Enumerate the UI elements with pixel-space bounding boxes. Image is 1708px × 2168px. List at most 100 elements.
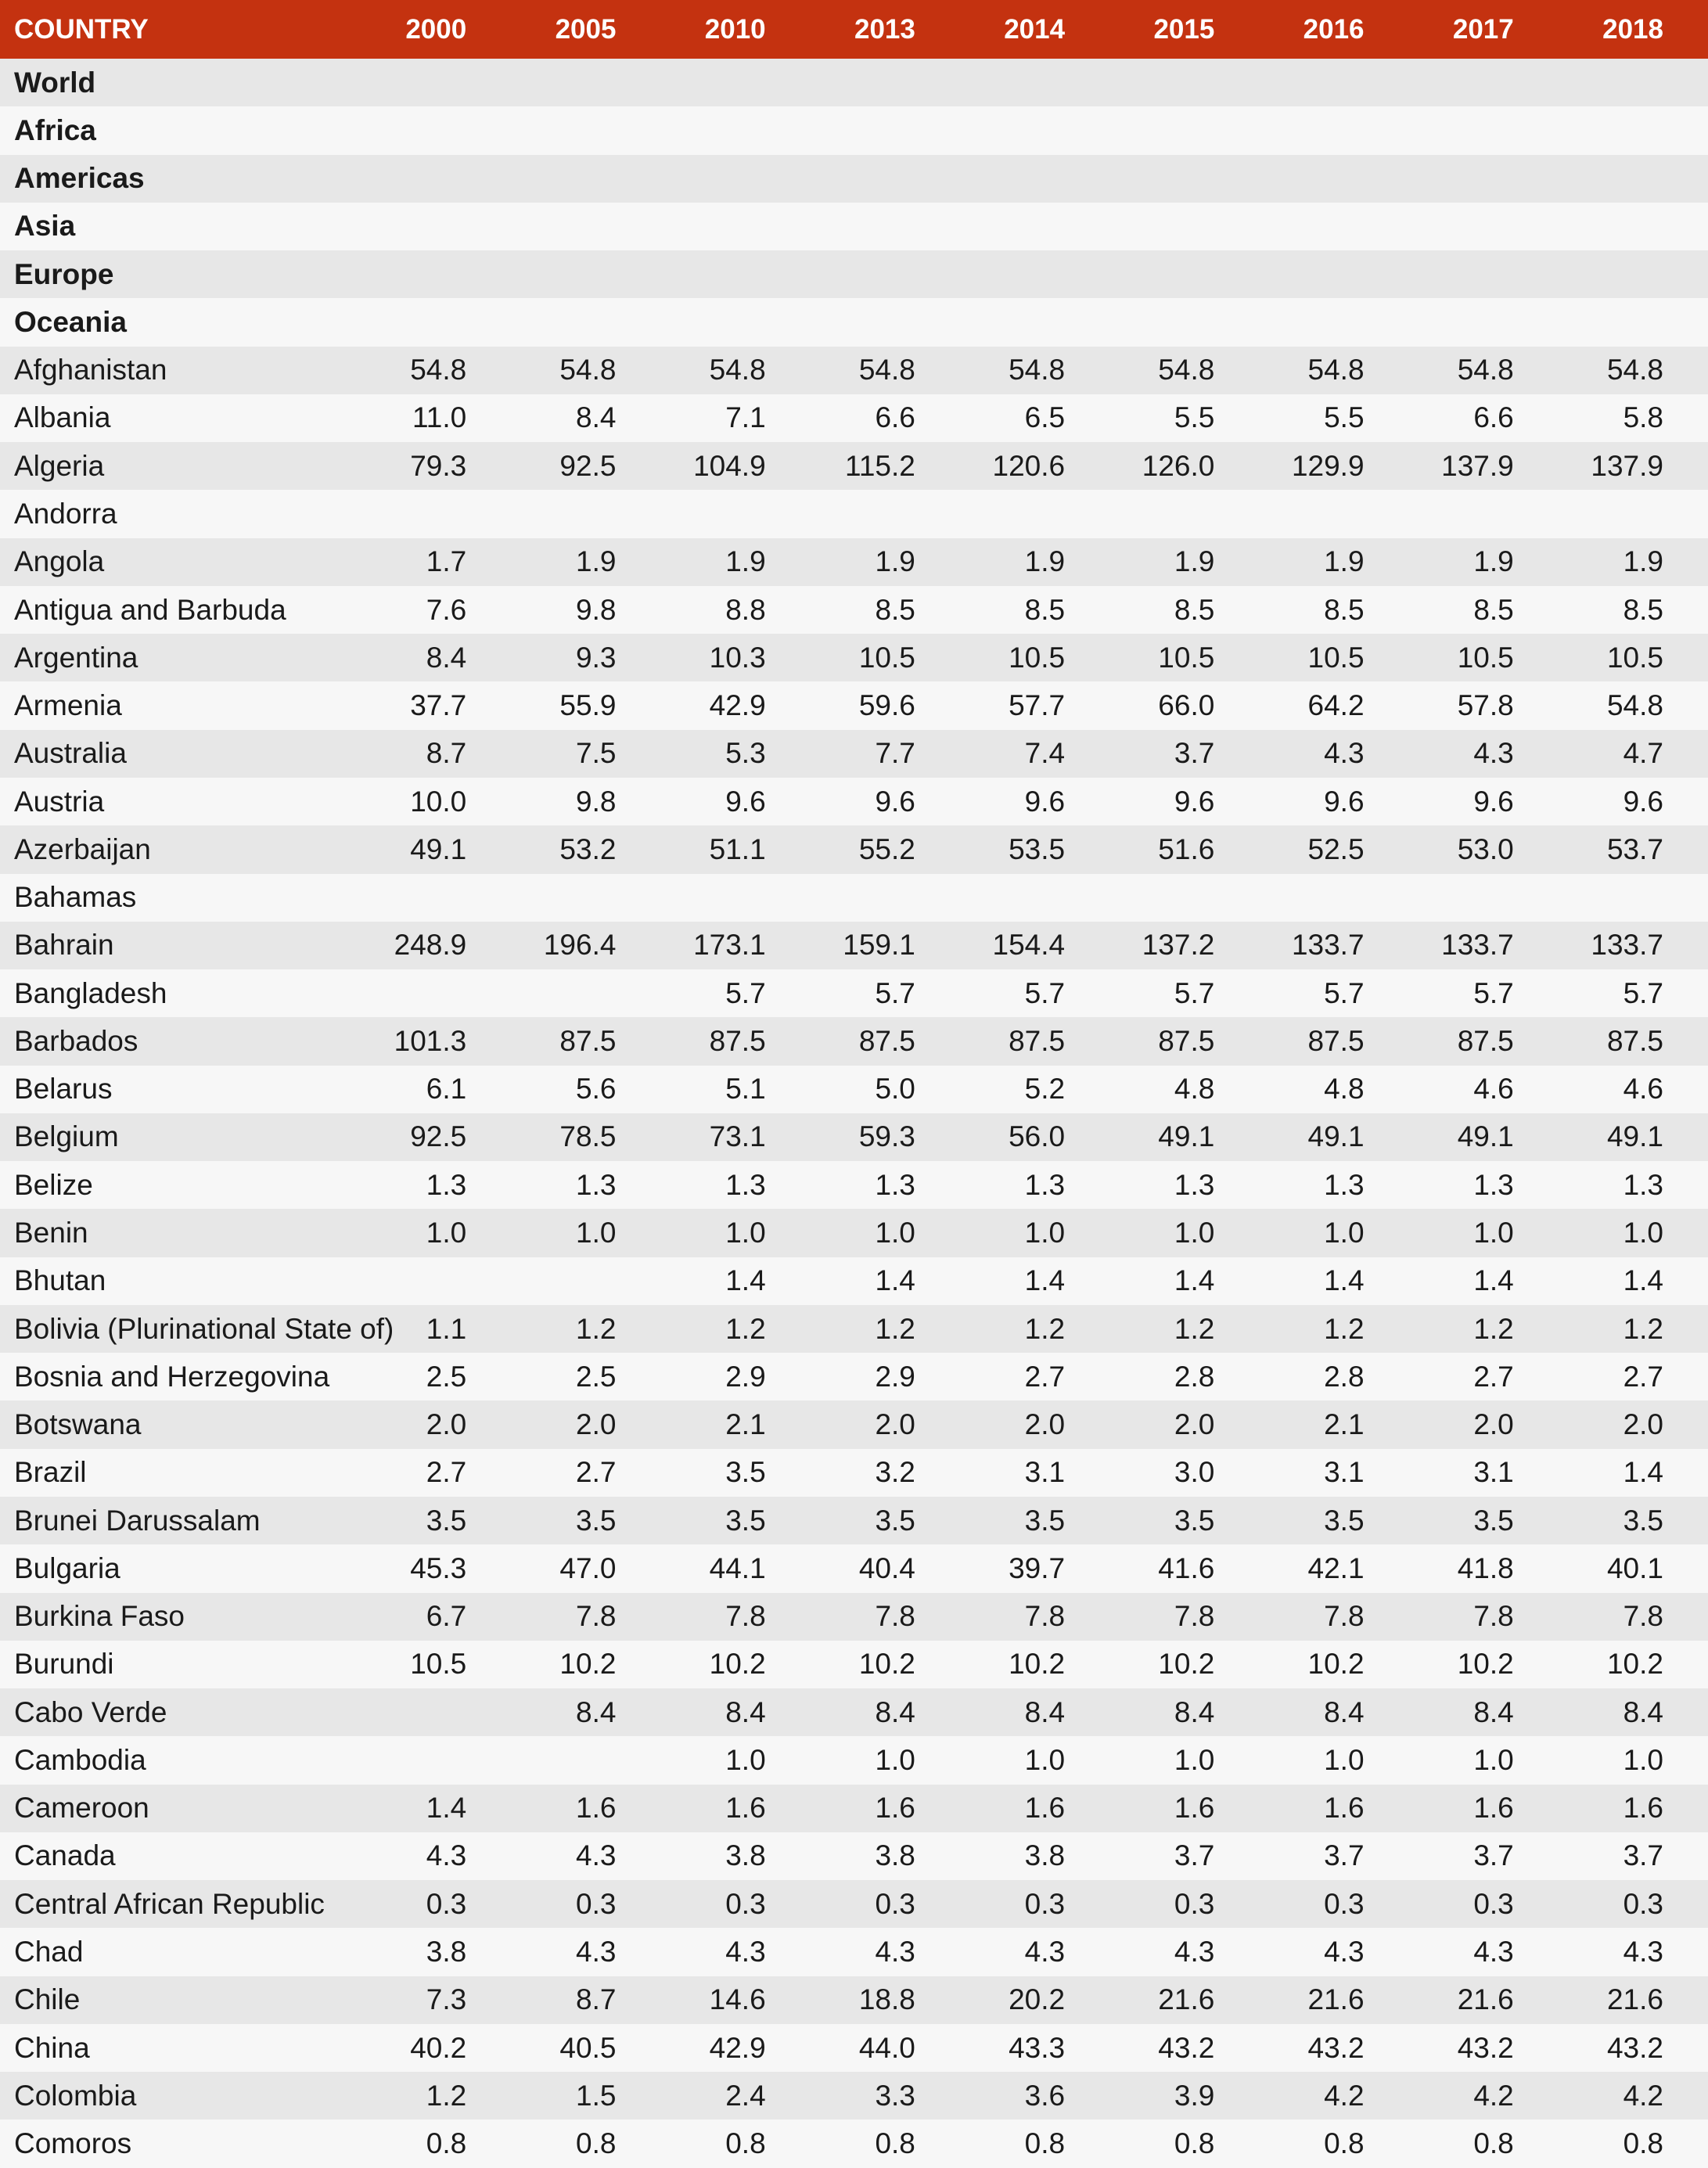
value-cell: 3.5 — [1174, 1504, 1215, 1537]
value-cell: 21.6 — [1606, 1983, 1663, 2016]
country-cell: Albania — [14, 401, 111, 434]
value-cell: 7.8 — [1623, 1600, 1663, 1633]
value-cell: 1.6 — [1174, 1792, 1215, 1825]
value-cell: 1.0 — [1473, 1217, 1514, 1249]
table-row: Armenia 37.7 55.9 42.9 59.6 57.7 66.0 64.2 57.8 5… — [0, 681, 1708, 730]
country-cell: Americas — [14, 162, 145, 195]
value-cell: 87.5 — [1457, 1024, 1514, 1057]
value-cell: 6.1 — [426, 1073, 467, 1106]
value-cell: 2.9 — [875, 1360, 915, 1393]
value-cell: 2.0 — [1174, 1408, 1215, 1441]
value-cell — [1259, 203, 1408, 250]
value-cell: 10.2 — [1457, 1648, 1514, 1681]
column-header-year-2017: 2017 — [1408, 0, 1559, 59]
value-cell — [1109, 298, 1259, 346]
value-cell: 10.5 — [858, 641, 915, 674]
value-cell: 87.5 — [559, 1024, 617, 1057]
value-cell — [361, 298, 511, 346]
table-row: Colombia 1.2 1.5 2.4 3.3 3.6 3.9 4.2 4.2 4.2 — [0, 2072, 1708, 2120]
value-cell: 0.8 — [426, 2127, 467, 2160]
value-cell — [361, 1736, 511, 1784]
value-cell — [511, 490, 660, 538]
value-cell: 43.2 — [1158, 2031, 1215, 2064]
value-cell: 2.8 — [1324, 1360, 1365, 1393]
column-header-year-2014: 2014 — [959, 0, 1110, 59]
value-cell: 1.2 — [1024, 1312, 1066, 1345]
value-cell: 59.6 — [858, 689, 915, 722]
column-header-year-2000: 2000 — [361, 0, 512, 59]
value-cell: 1.0 — [1174, 1217, 1215, 1249]
table-row: Burundi 10.5 10.2 10.2 10.2 10.2 10.2 10.2 10.2 1… — [0, 1640, 1708, 1689]
value-cell: 3.5 — [426, 1504, 467, 1537]
value-cell — [361, 969, 511, 1017]
value-cell — [1259, 155, 1408, 203]
value-cell: 159.1 — [843, 929, 915, 962]
value-cell — [361, 59, 511, 106]
value-cell: 8.5 — [1174, 593, 1215, 626]
value-cell — [1409, 155, 1559, 203]
value-cell — [811, 59, 960, 106]
value-cell: 4.6 — [1473, 1073, 1514, 1106]
country-cell: Andorra — [14, 498, 117, 530]
value-cell: 43.3 — [1009, 2031, 1066, 2064]
value-cell: 57.8 — [1457, 689, 1514, 722]
value-cell: 54.8 — [1307, 354, 1365, 387]
value-cell: 1.0 — [1324, 1217, 1365, 1249]
value-cell: 2.0 — [576, 1408, 617, 1441]
value-cell: 10.5 — [1158, 641, 1215, 674]
country-cell: Oceania — [14, 305, 127, 338]
value-cell: 43.2 — [1606, 2031, 1663, 2064]
value-cell: 5.5 — [1174, 401, 1215, 434]
value-cell: 3.7 — [1324, 1839, 1365, 1872]
column-header-year-2015: 2015 — [1109, 0, 1260, 59]
value-cell — [1409, 250, 1559, 298]
value-cell — [511, 203, 660, 250]
country-cell: Comoros — [14, 2127, 132, 2160]
value-cell: 0.8 — [1623, 2127, 1663, 2160]
value-cell: 21.6 — [1457, 1983, 1514, 2016]
value-cell: 49.1 — [1457, 1120, 1514, 1153]
value-cell — [1259, 59, 1408, 106]
value-cell: 53.7 — [1606, 832, 1663, 865]
value-cell: 7.7 — [875, 737, 915, 770]
value-cell: 3.6 — [1024, 2079, 1066, 2112]
table-row: Bahrain 248.9 196.4 173.1 159.1 154.4 137.2 133… — [0, 921, 1708, 970]
value-cell: 0.3 — [725, 1887, 766, 1920]
country-cell: Barbados — [14, 1024, 138, 1057]
value-cell: 10.0 — [410, 785, 467, 818]
value-cell — [1409, 106, 1559, 154]
country-cell: Cameroon — [14, 1792, 149, 1825]
value-cell: 10.3 — [709, 641, 766, 674]
value-cell — [960, 298, 1109, 346]
value-cell: 3.5 — [1024, 1504, 1066, 1537]
value-cell: 55.2 — [858, 832, 915, 865]
value-cell: 10.2 — [858, 1648, 915, 1681]
value-cell: 0.8 — [1174, 2127, 1215, 2160]
value-cell: 53.5 — [1009, 832, 1066, 865]
value-cell: 10.5 — [1457, 641, 1514, 674]
value-cell: 40.5 — [559, 2031, 617, 2064]
table-row: Algeria 79.3 92.5 104.9 115.2 120.6 126.0 129.9… — [0, 442, 1708, 491]
table-row: Argentina 8.4 9.3 10.3 10.5 10.5 10.5 10.5 10.5 1… — [0, 634, 1708, 682]
value-cell: 4.3 — [725, 1935, 766, 1968]
value-cell: 7.8 — [1024, 1600, 1066, 1633]
value-cell: 1.9 — [875, 545, 915, 578]
table-row: Benin 1.0 1.0 1.0 1.0 1.0 1.0 1.0 1.0 1.0 — [0, 1209, 1708, 1257]
value-cell: 173.1 — [693, 929, 766, 962]
value-cell: 3.8 — [426, 1935, 467, 1968]
value-cell: 2.1 — [1324, 1408, 1365, 1441]
value-cell: 9.6 — [725, 785, 766, 818]
value-cell: 7.5 — [576, 737, 617, 770]
value-cell: 3.7 — [1473, 1839, 1514, 1872]
value-cell: 1.9 — [1174, 545, 1215, 578]
value-cell: 5.2 — [1024, 1073, 1066, 1106]
value-cell: 10.5 — [1606, 641, 1663, 674]
value-cell: 137.2 — [1142, 929, 1215, 962]
country-cell: Cambodia — [14, 1743, 146, 1776]
value-cell: 8.4 — [426, 641, 467, 674]
value-cell: 8.4 — [725, 1695, 766, 1728]
value-cell: 1.0 — [1623, 1743, 1663, 1776]
value-cell: 54.8 — [1606, 354, 1663, 387]
value-cell: 3.3 — [875, 2079, 915, 2112]
